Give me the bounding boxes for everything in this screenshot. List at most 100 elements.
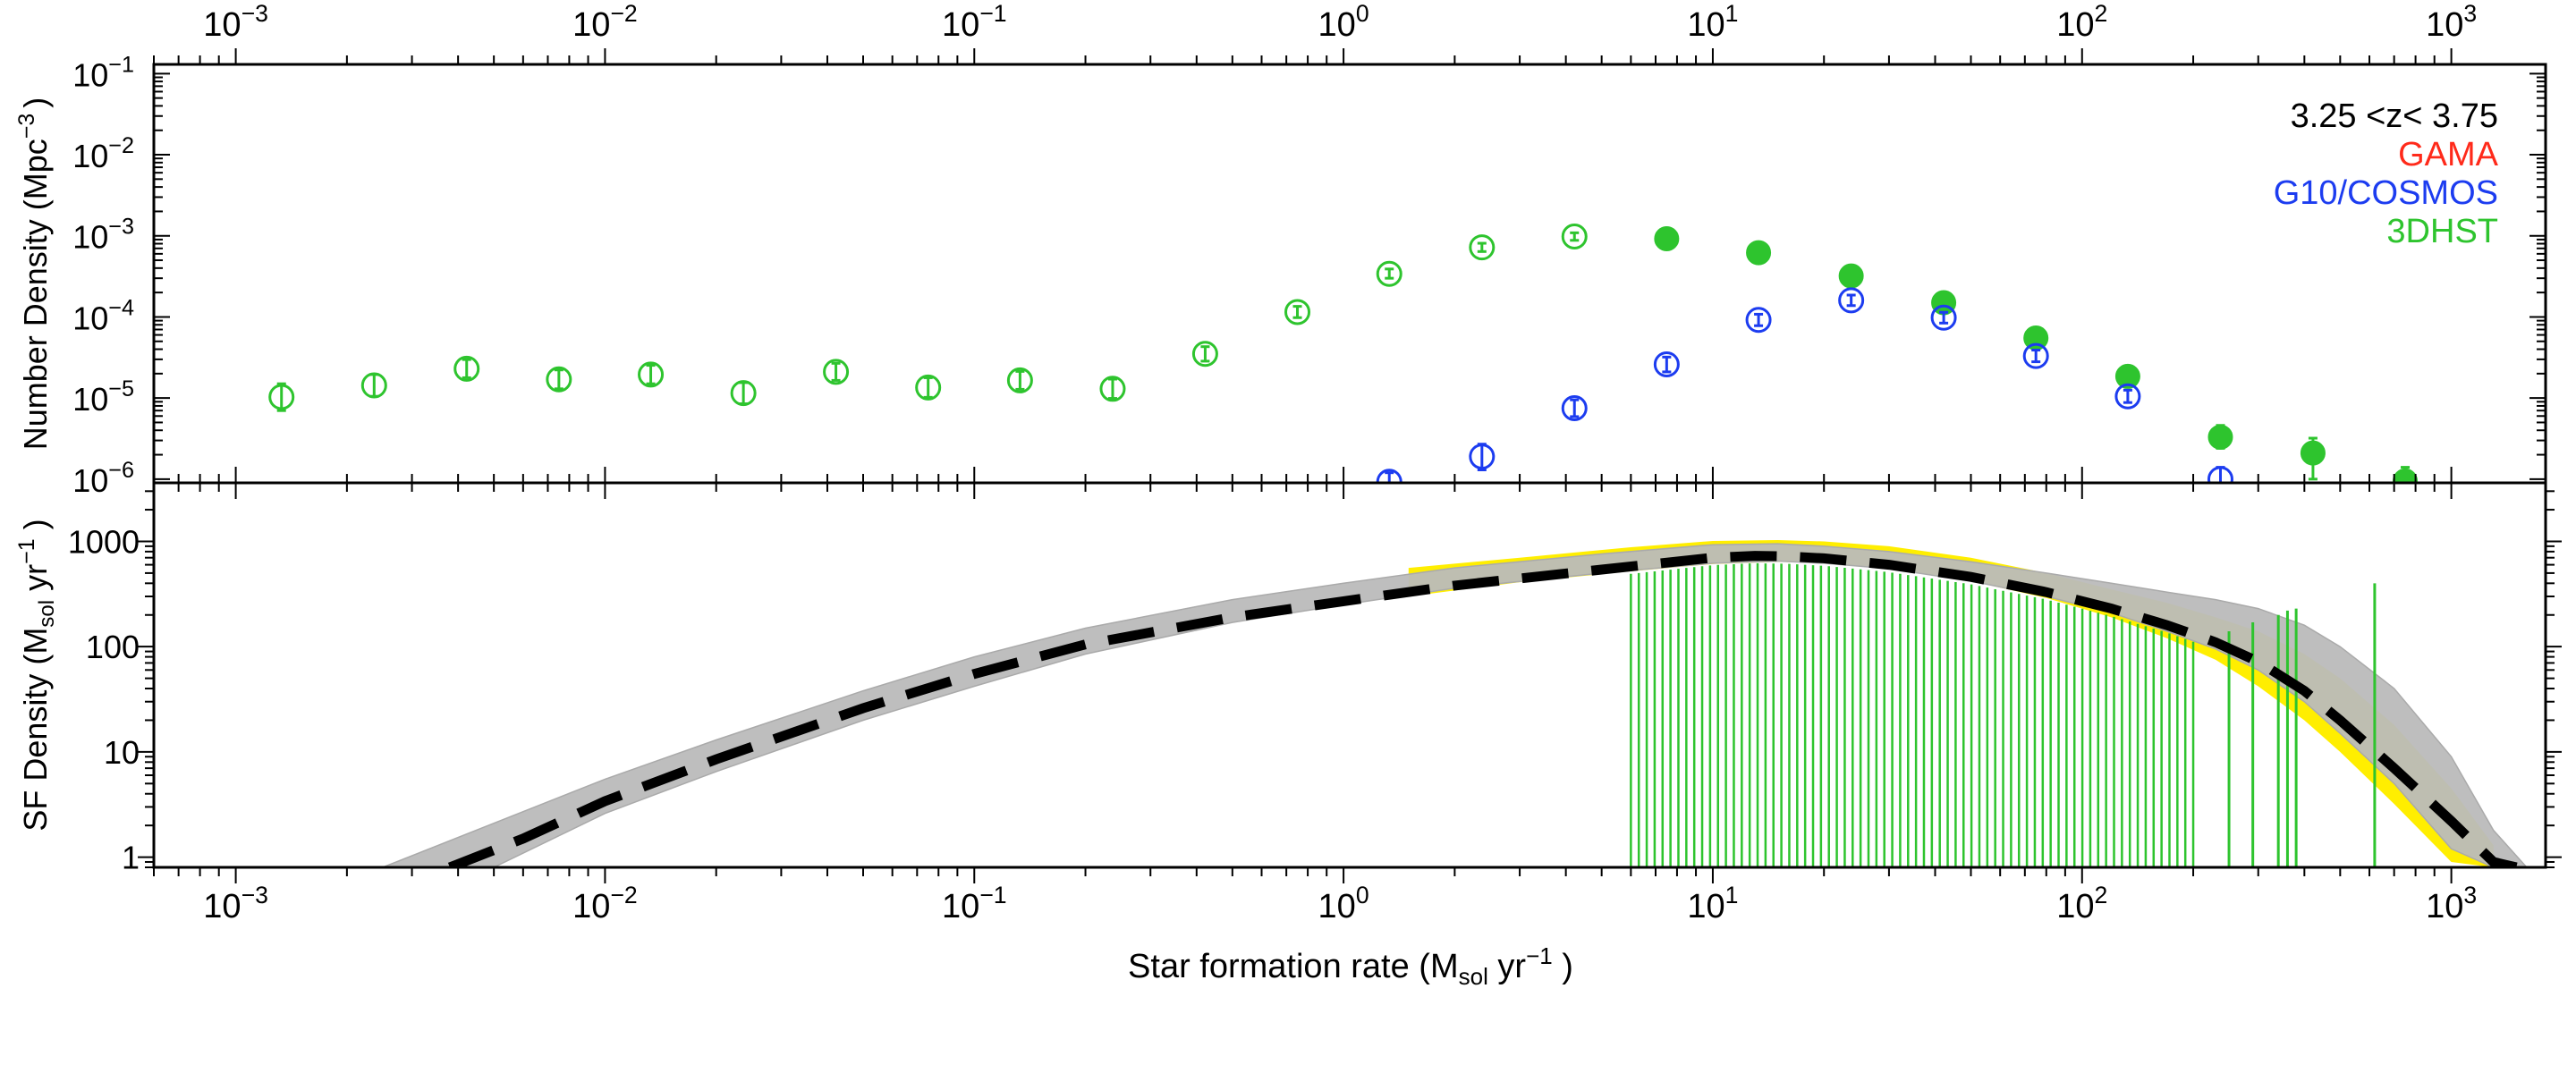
- filled-marker: [2114, 363, 2140, 389]
- x-tick-label: 100: [1318, 0, 1369, 44]
- open-marker: [2114, 383, 2141, 410]
- legend-entry: G10/COSMOS: [2274, 174, 2498, 212]
- open-marker: [360, 372, 387, 399]
- open-marker: [1469, 234, 1496, 261]
- open-marker: [1376, 260, 1402, 287]
- filled-marker: [1838, 263, 1864, 289]
- data-point: [1561, 394, 1588, 421]
- open-marker: [1099, 376, 1126, 402]
- number-density-y-tick-labels: 10−1 10−2 10−3 10−4 10−5 10−6: [72, 52, 134, 499]
- sf-density-x-tick-labels: 10−3 10−2 10−1 100 101 102 103: [203, 882, 2477, 925]
- data-point: [1284, 299, 1311, 325]
- sf-density-bars: [1630, 562, 2377, 867]
- filled-marker: [1654, 226, 1680, 252]
- open-marker: [1284, 299, 1311, 325]
- y-tick-label: 100: [86, 629, 140, 665]
- legend-entry: GAMA: [2398, 136, 2499, 173]
- sf-density-frame: [152, 481, 2547, 869]
- data-point: [1469, 443, 1496, 472]
- filled-marker: [2207, 424, 2233, 450]
- x-tick-label: 10−2: [572, 0, 638, 44]
- data-point: [1746, 240, 1772, 266]
- data-point: [1006, 367, 1033, 393]
- open-marker: [1930, 304, 1957, 331]
- data-point: [1653, 351, 1680, 378]
- open-marker: [2207, 466, 2233, 483]
- y-tick-label: 10−2: [72, 133, 134, 174]
- data-point: [1469, 234, 1496, 261]
- data-point: [2022, 342, 2049, 369]
- number-density-y-axis-label: Number Density (Mpc−3): [14, 97, 54, 451]
- y-tick-label: 10−4: [72, 295, 134, 336]
- data-point: [638, 361, 665, 388]
- y-tick-label: 10−6: [72, 458, 134, 499]
- data-point: [360, 372, 387, 399]
- open-marker: [1561, 394, 1588, 421]
- data-point: [2207, 466, 2233, 483]
- data-point: [1099, 376, 1126, 402]
- x-tick-label: 101: [1687, 0, 1738, 44]
- data-point: [2114, 363, 2140, 389]
- data-point: [268, 382, 295, 412]
- number-density-frame: [152, 63, 2547, 485]
- sf-density-plot-area: [382, 540, 2528, 867]
- open-marker: [730, 380, 757, 407]
- data-point: [1376, 260, 1402, 287]
- data-point: [1745, 307, 1772, 334]
- y-tick-label: 10: [104, 734, 140, 771]
- data-point: [1654, 226, 1680, 252]
- y-tick-label: 10−1: [72, 52, 134, 93]
- open-marker: [546, 366, 572, 393]
- data-point: [730, 380, 757, 407]
- data-point: [1930, 304, 1957, 331]
- y-tick-label: 10−5: [72, 376, 134, 418]
- number-density-ticks: [153, 48, 2546, 484]
- open-marker: [1561, 224, 1588, 250]
- data-point: [2114, 383, 2141, 410]
- x-tick-label: 102: [2056, 882, 2107, 925]
- best-fit-dashed-line: [447, 551, 2518, 867]
- data-point: [1838, 263, 1864, 289]
- x-tick-label: 10−1: [942, 0, 1007, 44]
- sf-density-y-tick-labels: 1 10 100 1000: [68, 523, 140, 875]
- open-marker: [638, 361, 665, 388]
- open-marker: [1469, 444, 1496, 470]
- number-density-top-x-tick-labels: 10−3 10−2 10−1 100 101 102 103: [203, 0, 2477, 44]
- data-point: [915, 374, 942, 401]
- open-marker: [1191, 341, 1218, 368]
- sf-density-ticks: [138, 483, 2562, 883]
- x-tick-label: 100: [1318, 882, 1369, 925]
- data-point: [453, 355, 480, 382]
- x-axis-label: Star formation rate (Msol yr−1 ): [1128, 942, 1573, 990]
- data-point: [546, 366, 572, 393]
- x-tick-label: 10−3: [203, 0, 268, 44]
- x-tick-label: 103: [2426, 882, 2477, 925]
- open-marker: [915, 374, 942, 401]
- filled-marker: [2393, 468, 2419, 483]
- open-marker: [1838, 287, 1865, 314]
- sf-density-panel: 10−3 10−2 10−1 100 101 102 103 1 10 100 1000 SF D…: [14, 481, 2562, 990]
- data-point: [1838, 287, 1865, 314]
- open-marker: [453, 355, 480, 382]
- y-tick-label: 10−3: [72, 215, 134, 256]
- x-tick-label: 102: [2056, 0, 2107, 44]
- x-tick-label: 10−1: [942, 882, 1007, 925]
- number-density-plot-area: [268, 224, 2419, 483]
- data-point: [2393, 466, 2419, 483]
- legend-entry: 3.25 <z< 3.75: [2291, 97, 2498, 135]
- confidence-band-gray: [382, 543, 2528, 867]
- y-tick-label: 1: [122, 840, 140, 876]
- legend-entry: 3DHST: [2386, 213, 2498, 250]
- filled-marker: [2300, 440, 2326, 466]
- x-tick-label: 101: [1687, 882, 1738, 925]
- open-marker: [823, 359, 850, 385]
- open-marker: [1653, 351, 1680, 378]
- data-point: [2207, 424, 2233, 450]
- open-marker: [1745, 307, 1772, 334]
- x-tick-label: 10−2: [572, 882, 638, 925]
- x-tick-label: 10−3: [203, 882, 268, 925]
- data-point: [1561, 224, 1588, 250]
- y-tick-label: 1000: [68, 523, 140, 560]
